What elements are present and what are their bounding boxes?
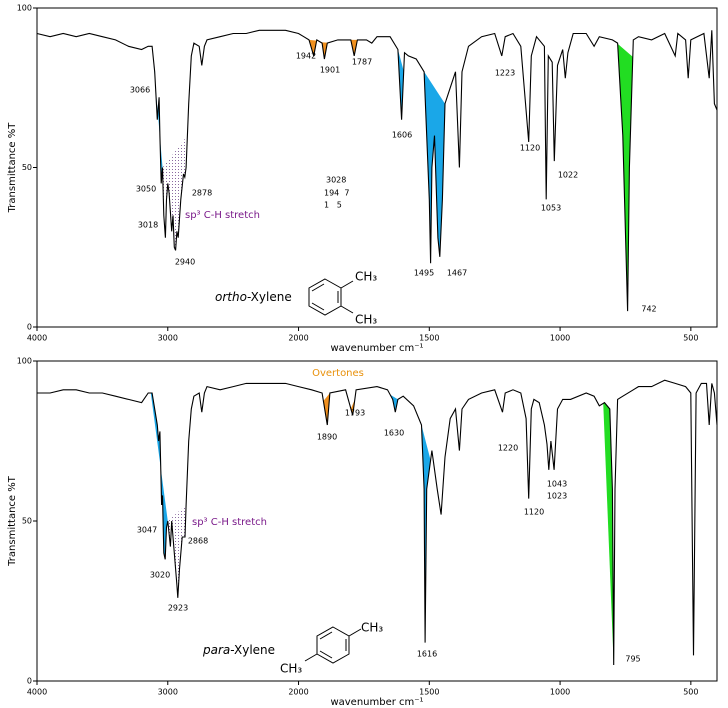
peak-label: 1901 [320, 66, 340, 75]
compound-name: ortho-Xylene [215, 290, 292, 304]
x-tick-label: 2000 [288, 688, 308, 697]
y-tick-label: 50 [22, 517, 32, 526]
peak-label: 2940 [175, 258, 195, 267]
ortho-xylene-structure [308, 278, 354, 316]
band-fill [603, 402, 614, 665]
region-label: Overtones [312, 368, 364, 379]
peak-label: 1223 [495, 69, 515, 78]
spectrum-line [36, 29, 718, 312]
y-tick-label: 100 [17, 4, 32, 13]
peak-label: 1942 [296, 52, 316, 61]
y-tick-label: 0 [27, 677, 32, 686]
x-tick-label: 3000 [158, 688, 178, 697]
substituent: CH₃ [361, 621, 383, 635]
peak-label: 2868 [188, 537, 208, 546]
peak-label: 3066 [130, 86, 150, 95]
annotation: sp³ C-H stretch [185, 210, 260, 221]
compound-prefix: ortho [215, 290, 247, 304]
peak-label: 1220 [498, 444, 518, 453]
substituent: CH₃ [280, 662, 302, 676]
y-tick-label: 0 [27, 323, 32, 332]
note: 3028 [326, 176, 346, 185]
spectrum-line [37, 379, 718, 666]
compound-suffix: -Xylene [230, 643, 275, 657]
peak-label: 1890 [317, 433, 337, 442]
x-tick-label: 3000 [158, 334, 178, 343]
peak-label: 3050 [136, 185, 156, 194]
y-tick-label: 100 [17, 357, 32, 366]
x-tick-label: 1000 [550, 334, 570, 343]
peak-label: 3018 [138, 221, 158, 230]
band-fill [350, 39, 358, 56]
x-tick-label: 4000 [27, 334, 47, 343]
peak-label: 3020 [150, 571, 170, 580]
x-tick-label: 1000 [550, 688, 570, 697]
x-tick-label: 4000 [27, 688, 47, 697]
compound-name: para-Xylene [202, 643, 275, 657]
peak-label: 1023 [547, 492, 567, 501]
peak-label: 1022 [558, 171, 578, 180]
substituent: CH₃ [355, 270, 377, 284]
annotation: sp³ C-H stretch [192, 517, 267, 528]
note: 194 7 [324, 189, 349, 198]
peak-label: 2923 [168, 604, 188, 613]
para-xylene-structure [304, 626, 362, 664]
substituent: CH₃ [355, 313, 377, 327]
peak-label: 1793 [345, 409, 365, 418]
band-fill [323, 393, 330, 425]
note: 1 5 [324, 201, 342, 210]
y-axis-title: Transmittance %T [7, 122, 18, 214]
peak-label: 1495 [414, 269, 434, 278]
x-tick-label: 1500 [419, 334, 439, 343]
peak-label: 1120 [520, 144, 540, 153]
compound-prefix: para [202, 643, 230, 657]
peak-label: 1616 [417, 650, 437, 659]
peak-label: 1630 [384, 429, 404, 438]
band-fill [422, 69, 445, 264]
x-tick-label: 2000 [288, 334, 308, 343]
y-tick-label: 50 [22, 163, 32, 172]
x-tick-label: 500 [683, 688, 698, 697]
peak-label: 1787 [352, 58, 372, 67]
peak-label: 1120 [524, 508, 544, 517]
peak-label: 1467 [447, 269, 467, 278]
peak-label: 2878 [192, 189, 212, 198]
peak-label: 3047 [137, 526, 157, 535]
band-fill [162, 135, 188, 251]
y-axis-title: Transmittance %T [7, 475, 18, 567]
peak-label: 1043 [547, 480, 567, 489]
compound-suffix: -Xylene [247, 290, 292, 304]
x-tick-label: 500 [683, 334, 698, 343]
x-tick-label: 1500 [419, 688, 439, 697]
peak-label: 1606 [392, 131, 412, 140]
x-axis-title: wavenumber cm⁻¹ [330, 697, 423, 708]
peak-label: 742 [641, 305, 656, 314]
peak-label: 1053 [541, 204, 561, 213]
peak-label: 795 [625, 655, 640, 664]
x-axis-title: wavenumber cm⁻¹ [330, 343, 423, 354]
